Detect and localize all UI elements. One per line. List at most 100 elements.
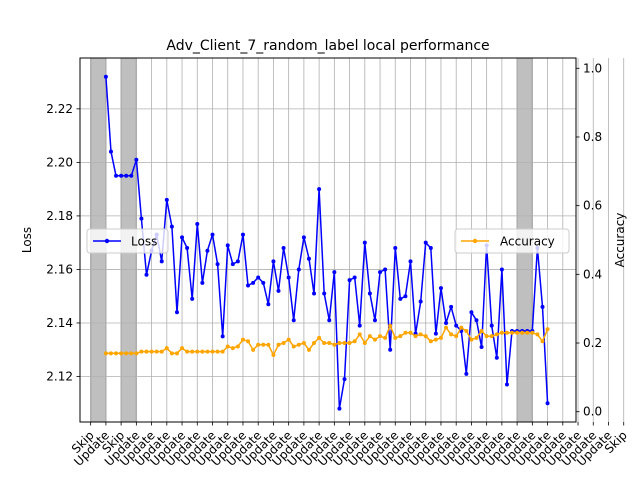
accuracy-point [103, 351, 108, 356]
loss-point [469, 310, 474, 315]
loss-point [337, 406, 342, 411]
accuracy-point [342, 341, 347, 346]
loss-point [205, 248, 210, 253]
accuracy-point [129, 351, 134, 356]
accuracy-point [398, 334, 403, 339]
accuracy-point [286, 337, 291, 342]
accuracy-point [540, 339, 545, 344]
accuracy-point [246, 339, 251, 344]
loss-point [286, 275, 291, 280]
accuracy-point [494, 332, 499, 337]
accuracy-point [403, 330, 408, 335]
loss-point [540, 304, 545, 309]
loss-point [312, 291, 317, 296]
right-tick-label: 1.0 [583, 61, 602, 75]
y-axis-label-right: Accuracy [613, 213, 627, 268]
accuracy-point [352, 339, 357, 344]
accuracy-point [393, 335, 398, 340]
loss-point [144, 272, 149, 277]
loss-point [210, 232, 215, 237]
accuracy-point [124, 351, 129, 356]
accuracy-point [159, 349, 164, 354]
accuracy-point [312, 341, 317, 346]
accuracy-point [235, 344, 240, 349]
accuracy-point [154, 349, 159, 354]
right-tick-label: 0.6 [583, 199, 602, 213]
legend-accuracy-box [454, 228, 570, 254]
chart-title: Adv_Client_7_random_label local performa… [166, 38, 489, 54]
loss-point [200, 280, 205, 285]
accuracy-point [515, 330, 520, 335]
loss-point [362, 240, 367, 245]
series-lines [103, 74, 550, 411]
accuracy-point [327, 341, 332, 346]
left-axis: 2.12 2.14 2.16 2.18 2.20 2.22 [46, 102, 80, 384]
loss-line [105, 76, 549, 410]
loss-point [129, 173, 134, 178]
loss-point [489, 323, 494, 328]
loss-point [322, 291, 327, 296]
loss-point [317, 187, 322, 192]
loss-point [479, 345, 484, 350]
loss-point [444, 320, 449, 325]
accuracy-point [114, 351, 119, 356]
accuracy-point [108, 351, 113, 356]
x-axis: SkipUpdateSkipUpdateUpdateUpdateUpdateUp… [69, 422, 630, 469]
accuracy-point [251, 347, 256, 352]
loss-point [408, 259, 413, 264]
loss-point [332, 270, 337, 275]
accuracy-point [185, 349, 190, 354]
right-tick-label: 0.0 [583, 405, 602, 419]
loss-point [230, 262, 235, 267]
accuracy-point [489, 334, 494, 339]
accuracy-point [504, 330, 509, 335]
loss-point [423, 240, 428, 245]
legend-accuracy: Accuracy [454, 228, 570, 254]
accuracy-point [413, 334, 418, 339]
accuracy-point [367, 334, 372, 339]
accuracy-point [205, 349, 210, 354]
accuracy-point [464, 329, 469, 333]
accuracy-point [134, 351, 139, 356]
accuracy-point [383, 335, 388, 340]
left-tick-label: 2.14 [46, 316, 73, 330]
accuracy-point [261, 342, 266, 347]
accuracy-point [408, 330, 413, 335]
loss-point [276, 288, 281, 293]
accuracy-point [296, 342, 301, 347]
loss-point [398, 296, 403, 301]
accuracy-point [545, 327, 550, 332]
accuracy-point [428, 339, 433, 344]
loss-point [393, 246, 398, 251]
loss-point [185, 246, 190, 251]
accuracy-point [180, 346, 185, 351]
legend-loss-box [86, 228, 169, 254]
accuracy-point [291, 344, 296, 349]
accuracy-point [433, 337, 438, 342]
accuracy-point [322, 341, 327, 346]
loss-point [357, 323, 362, 328]
loss-point [545, 401, 550, 406]
accuracy-point [388, 323, 393, 328]
accuracy-point [200, 349, 205, 354]
accuracy-point [459, 325, 464, 330]
accuracy-point [149, 349, 154, 354]
accuracy-point [535, 332, 540, 337]
accuracy-point [271, 353, 276, 358]
left-tick-label: 2.22 [46, 102, 73, 116]
loss-point [403, 294, 408, 299]
loss-point [428, 246, 433, 251]
loss-point [266, 302, 271, 307]
accuracy-point [520, 330, 525, 335]
loss-point [240, 232, 245, 237]
accuracy-point [530, 330, 535, 335]
accuracy-point [484, 334, 489, 339]
accuracy-point [215, 349, 220, 354]
accuracy-point [276, 342, 281, 347]
accuracy-point [306, 347, 311, 352]
loss-point [291, 318, 296, 323]
accuracy-point [195, 349, 200, 354]
left-tick-label: 2.18 [46, 209, 73, 223]
left-tick-label: 2.16 [46, 262, 73, 276]
accuracy-point [438, 335, 443, 340]
